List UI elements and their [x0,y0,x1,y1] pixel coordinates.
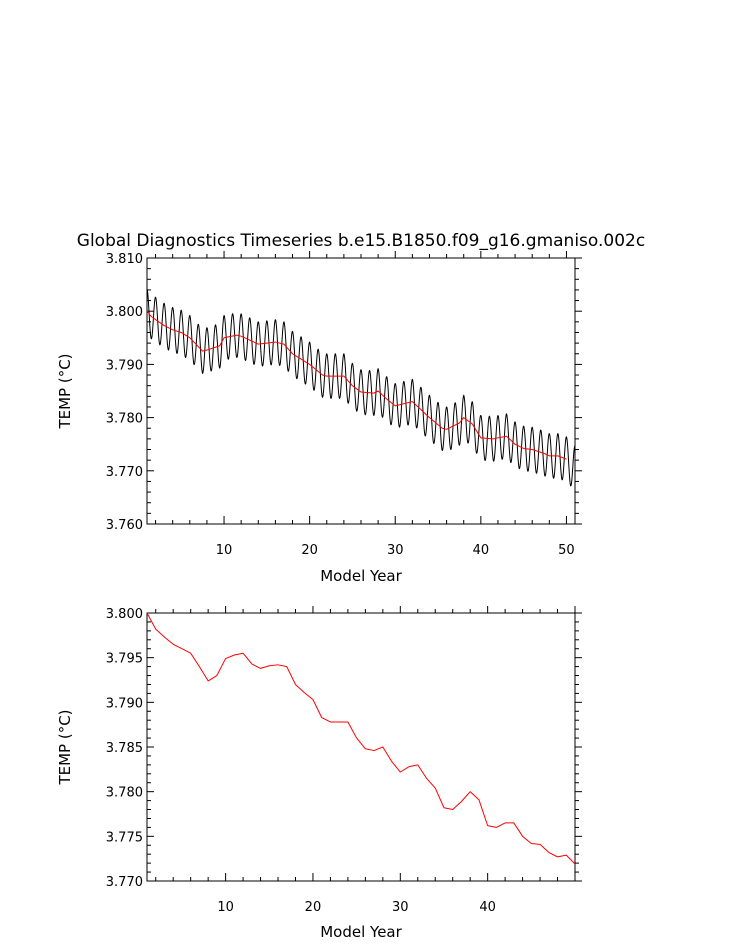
annual-mean-line [146,612,576,865]
bottom-plot-frame [146,612,576,882]
chart-title: Global Diagnostics Timeseries b.e15.B185… [77,231,645,251]
bottom-y-axis-label: TEMP (°C) [56,709,74,785]
top-x-tick-labels: 10 20 30 40 50 [216,543,575,558]
y-tick-label: 3.790 [106,696,143,711]
y-tick-label: 3.810 [106,252,143,267]
x-tick-label: 20 [301,543,318,558]
top-y-tick-labels: 3.760 3.770 3.780 3.790 3.800 3.810 [106,252,143,533]
bottom-series-group [146,612,576,865]
y-tick-label: 3.780 [106,412,143,427]
top-x-axis-label: Model Year [320,567,402,585]
y-tick-label: 3.780 [106,786,143,801]
y-tick-label: 3.795 [106,652,143,667]
y-tick-label: 3.770 [106,465,143,480]
bottom-axis-ticks [147,606,582,882]
x-tick-label: 40 [473,543,490,558]
x-tick-label: 10 [216,543,233,558]
y-tick-label: 3.790 [106,358,143,373]
y-tick-label: 3.800 [106,305,143,320]
y-tick-label: 3.770 [106,875,143,890]
y-tick-label: 3.775 [106,830,143,845]
bottom-annual-panel: 3.770 3.775 3.780 3.785 3.790 3.795 3.800 10 20… [56,606,582,941]
x-tick-label: 30 [387,543,404,558]
y-tick-label: 3.785 [106,741,143,756]
x-tick-label: 30 [392,900,409,915]
y-tick-label: 3.800 [106,607,143,622]
bottom-x-tick-labels: 10 20 30 40 [217,900,496,915]
top-axis-ticks [147,251,582,525]
monthly-line [146,288,576,487]
x-tick-label: 50 [558,543,575,558]
top-series-group [146,288,576,487]
top-y-axis-label: TEMP (°C) [56,353,74,429]
y-tick-label: 3.760 [106,518,143,533]
bottom-y-tick-labels: 3.770 3.775 3.780 3.785 3.790 3.795 3.800 [106,607,143,890]
x-tick-label: 10 [217,900,234,915]
annual-mean-line [146,310,567,460]
top-timeseries-panel: 3.760 3.770 3.780 3.790 3.800 3.810 10 20 30 40 5… [56,251,582,585]
x-tick-label: 40 [479,900,496,915]
x-tick-label: 20 [305,900,322,915]
bottom-x-axis-label: Model Year [320,923,402,941]
top-plot-frame [146,257,576,525]
